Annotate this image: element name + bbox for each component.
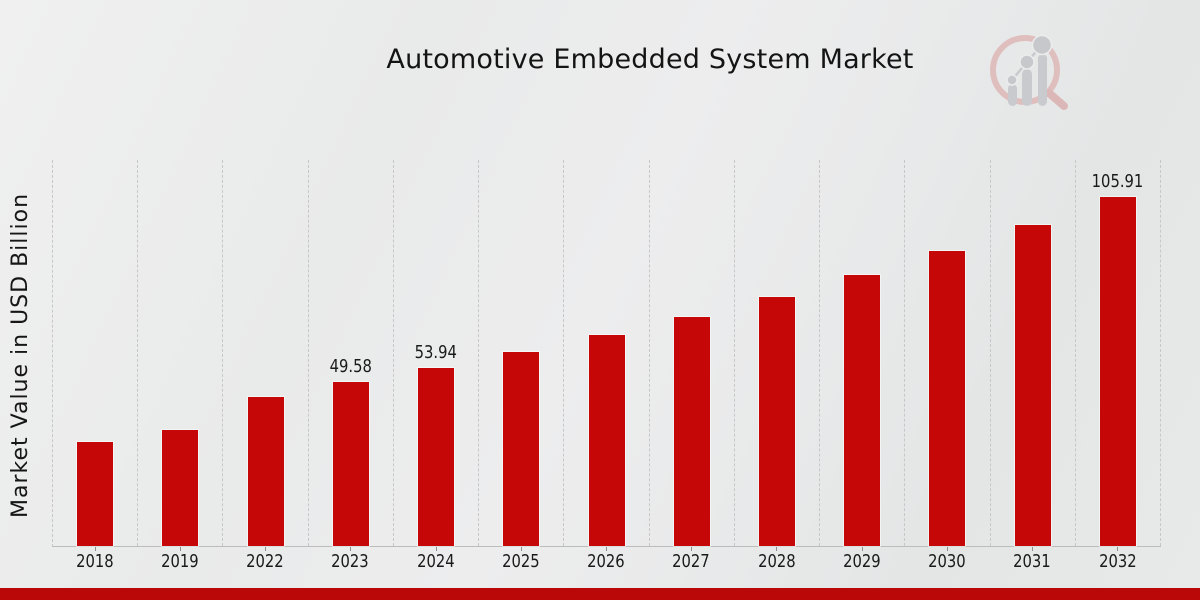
x-tick-2022: 2022 <box>222 547 307 571</box>
category-slot-2022 <box>223 160 309 546</box>
x-tick-label: 2018 <box>75 551 114 572</box>
data-label-value: 105.91 <box>1092 170 1144 192</box>
tick-mark <box>776 547 778 551</box>
x-tick-label: 2028 <box>757 551 796 572</box>
x-tick-2028: 2028 <box>734 547 819 571</box>
bar-2018 <box>77 441 114 546</box>
tick-mark <box>435 547 437 551</box>
x-tick-label: 2023 <box>331 551 370 572</box>
bar-2024 <box>418 368 455 546</box>
x-tick-2032: 2032 <box>1075 547 1160 571</box>
y-axis-label: Market Value in USD Billion <box>8 192 33 518</box>
bar-2026 <box>588 335 625 546</box>
category-slot-2030 <box>905 160 991 546</box>
data-label-value: 49.58 <box>329 356 372 378</box>
bar-2029 <box>844 274 881 546</box>
data-label-2024: 53.94 <box>394 344 478 362</box>
logo-trend-dot-3 <box>1031 34 1053 56</box>
tick-mark <box>691 547 693 551</box>
tick-mark <box>94 547 96 551</box>
logo-trend-dot-2 <box>1019 54 1035 70</box>
x-tick-label: 2027 <box>672 551 711 572</box>
x-tick-label: 2026 <box>587 551 625 572</box>
tick-mark <box>946 547 948 551</box>
category-slot-2026 <box>564 160 650 546</box>
tick-mark <box>520 547 522 551</box>
tick-mark <box>861 547 863 551</box>
bar-2032 <box>1099 196 1136 546</box>
x-tick-2023: 2023 <box>308 547 393 571</box>
tick-mark <box>1032 547 1034 551</box>
magnifier-bar-chart-logo-icon <box>990 34 1068 110</box>
x-tick-2024: 2024 <box>393 547 478 571</box>
category-slot-2032: 105.91 <box>1076 160 1162 546</box>
x-tick-label: 2024 <box>416 551 455 572</box>
x-tick-label: 2019 <box>161 551 199 572</box>
x-tick-2027: 2027 <box>649 547 734 571</box>
x-tick-2031: 2031 <box>990 547 1075 571</box>
bar-2027 <box>673 316 710 546</box>
plot-area: 49.58 53.94 105.91 <box>52 160 1162 547</box>
x-tick-2018: 2018 <box>52 547 137 571</box>
logo-bar-medium <box>1022 69 1032 106</box>
x-tick-label: 2030 <box>928 551 966 572</box>
logo-bar-large <box>1038 54 1047 106</box>
category-slot-2019 <box>138 160 224 546</box>
x-tick-label: 2029 <box>842 551 881 572</box>
x-tick-2025: 2025 <box>478 547 563 571</box>
category-slot-2023: 49.58 <box>309 160 394 546</box>
category-slot-2018 <box>53 160 139 546</box>
x-tick-label: 2025 <box>501 551 540 572</box>
bar-2019 <box>162 429 199 546</box>
logo-trend-dot-1 <box>1006 74 1018 86</box>
category-slot-2025 <box>479 160 565 546</box>
x-tick-2019: 2019 <box>137 547 222 571</box>
tick-mark <box>606 547 608 551</box>
bar-2022 <box>247 397 284 546</box>
bar-2028 <box>758 296 795 546</box>
category-slot-2024: 53.94 <box>394 160 480 546</box>
x-tick-label: 2031 <box>1013 551 1051 572</box>
category-slot-2029 <box>820 160 906 546</box>
tick-mark <box>350 547 352 551</box>
bar-2023 <box>332 382 369 546</box>
chart-title: Automotive Embedded System Market <box>386 44 914 75</box>
bar-2025 <box>503 352 540 546</box>
x-tick-2026: 2026 <box>563 547 648 571</box>
category-slot-2027 <box>650 160 735 546</box>
bar-2030 <box>929 250 966 546</box>
x-axis-labels: 2018 2019 2022 2023 2024 2025 2026 2027 2028 2029… <box>52 547 1160 571</box>
data-label-2032: 105.91 <box>1076 170 1160 192</box>
x-tick-2030: 2030 <box>904 547 989 571</box>
data-label-2023: 49.58 <box>309 358 393 376</box>
bar-2031 <box>1014 224 1051 546</box>
footer-accent-bar <box>0 588 1200 600</box>
x-tick-label: 2032 <box>1098 551 1137 572</box>
magnifier-handle <box>1045 89 1068 110</box>
x-tick-2029: 2029 <box>819 547 904 571</box>
category-slot-2028 <box>735 160 821 546</box>
tick-mark <box>179 547 181 551</box>
tick-mark <box>265 547 267 551</box>
tick-mark <box>1117 547 1119 551</box>
x-tick-label: 2022 <box>246 551 284 572</box>
data-label-value: 53.94 <box>414 342 458 364</box>
logo-bar-small <box>1008 84 1017 106</box>
category-slot-2031 <box>991 160 1076 546</box>
